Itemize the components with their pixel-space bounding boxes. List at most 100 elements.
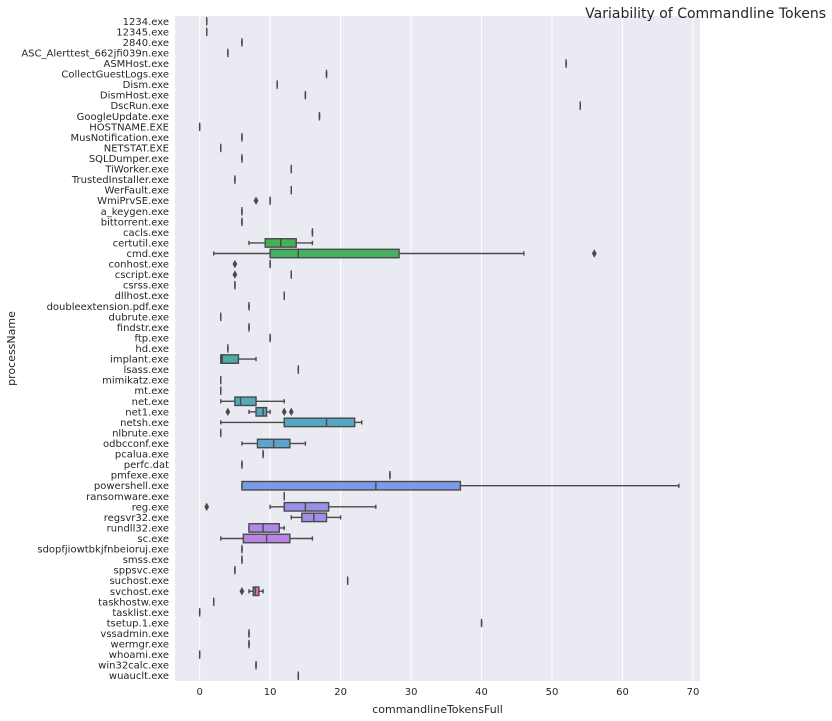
box-group — [248, 523, 285, 533]
y-tick-label: TrustedInstaller.exe — [71, 175, 169, 186]
box-iqr — [241, 480, 462, 491]
y-tick-label: powershell.exe — [94, 481, 169, 492]
y-tick-label: netsh.exe — [120, 418, 169, 429]
y-tick-label: vssadmin.exe — [100, 629, 169, 640]
y-tick-label: doubleextension.pdf.exe — [47, 302, 169, 313]
y-tick-label: whoami.exe — [109, 650, 169, 661]
y-tick-label: rundll32.exe — [107, 523, 169, 534]
y-tick-label: certutil.exe — [113, 238, 169, 249]
gridlines — [199, 16, 694, 681]
y-tick-label: suchost.exe — [109, 576, 169, 587]
y-tick-label: nlbrute.exe — [112, 428, 169, 439]
y-tick-label: Dism.exe — [123, 80, 169, 91]
y-tick-label: mt.exe — [134, 386, 169, 397]
y-tick-label: sc.exe — [137, 534, 169, 545]
y-tick-label: conhost.exe — [109, 260, 169, 271]
y-tick-label: tasklist.exe — [112, 608, 169, 619]
x-tick-labels: 0 10 20 30 40 50 60 70 — [196, 687, 699, 698]
box-iqr — [220, 354, 240, 364]
y-tick-label: odbcconf.exe — [103, 439, 169, 450]
box-group — [204, 501, 377, 512]
y-tick-label: svchost.exe — [110, 587, 169, 598]
y-tick-label: pmfexe.exe — [111, 471, 169, 482]
y-tick-label: hd.exe — [135, 344, 169, 355]
box-group — [290, 512, 342, 523]
x-tick-label: 10 — [264, 687, 277, 698]
box-iqr — [283, 501, 330, 512]
y-tick-label: ASMHost.exe — [103, 59, 169, 70]
boxes-layer — [198, 17, 680, 680]
y-tick-label: 1234.exe — [123, 17, 169, 28]
y-tick-label: DismHost.exe — [100, 91, 169, 102]
box-group — [241, 438, 307, 449]
x-axis-label: commandlineTokensFull — [372, 703, 503, 716]
y-tick-label: reg.exe — [132, 502, 169, 513]
outlier-point — [232, 270, 238, 279]
x-tick-label: 30 — [405, 687, 418, 698]
box-group — [232, 270, 292, 279]
outlier-point — [204, 502, 210, 512]
y-tick-label: perfc.dat — [124, 460, 169, 471]
y-tick-label: dubrute.exe — [109, 312, 169, 323]
box-group — [248, 238, 314, 248]
y-tick-labels: 1234.exe12345.exe2840.exeASC_Alerttest_6… — [21, 17, 169, 682]
box-group — [241, 480, 680, 491]
y-tick-label: WerFault.exe — [105, 186, 169, 197]
y-tick-label: ftp.exe — [134, 333, 169, 344]
y-tick-label: sppsvc.exe — [114, 566, 169, 577]
box-group — [220, 354, 257, 364]
y-tick-label: net.exe — [132, 397, 169, 408]
box-group — [239, 586, 264, 597]
box-group — [213, 248, 597, 259]
y-tick-label: TiWorker.exe — [104, 165, 169, 176]
y-tick-label: smss.exe — [123, 555, 169, 566]
box-iqr — [269, 248, 400, 259]
y-tick-label: taskhostw.exe — [98, 597, 169, 608]
box-group — [253, 196, 271, 205]
x-tick-label: 50 — [546, 687, 559, 698]
y-tick-label: cacls.exe — [123, 228, 169, 239]
y-tick-label: ASC_Alerttest_662jfi039n.exe — [21, 48, 169, 59]
x-tick-label: 0 — [196, 687, 202, 698]
y-tick-label: GoogleUpdate.exe — [77, 112, 169, 123]
outlier-point — [225, 407, 231, 417]
y-tick-label: implant.exe — [110, 355, 169, 366]
y-tick-label: DscRun.exe — [110, 101, 169, 112]
box-group — [225, 406, 294, 417]
box-iqr — [248, 523, 280, 533]
y-tick-label: SQLDumper.exe — [89, 154, 169, 165]
y-tick-label: sdopfjiowtbkjfnbeioruj.exe — [37, 545, 169, 556]
box-iqr — [283, 417, 356, 428]
y-tick-label: MusNotification.exe — [71, 133, 169, 144]
y-tick-label: regsvr32.exe — [104, 513, 169, 524]
box-iqr — [234, 396, 257, 407]
box-group — [232, 259, 271, 269]
box-iqr — [255, 406, 268, 417]
y-tick-label: net1.exe — [125, 407, 169, 418]
outlier-point — [232, 259, 238, 269]
y-tick-label: cmd.exe — [126, 249, 169, 260]
x-tick-label: 40 — [475, 687, 488, 698]
x-tick-label: 70 — [687, 687, 700, 698]
y-tick-label: bittorrent.exe — [101, 217, 169, 228]
y-tick-label: 2840.exe — [123, 38, 169, 49]
y-tick-label: lsass.exe — [124, 365, 169, 376]
y-tick-label: CollectGuestLogs.exe — [61, 70, 169, 81]
outlier-point — [239, 587, 245, 596]
chart-title: Variability of Commandline Tokens — [585, 6, 826, 22]
outlier-point — [281, 407, 287, 417]
outlier-point — [288, 407, 294, 417]
y-tick-label: wermgr.exe — [111, 640, 169, 651]
y-tick-label: findstr.exe — [117, 323, 169, 334]
y-tick-label: ransomware.exe — [86, 492, 169, 503]
box-group — [220, 396, 285, 407]
x-tick-label: 20 — [334, 687, 347, 698]
plot-area — [175, 16, 700, 681]
y-tick-label: tsetup.1.exe — [107, 618, 169, 629]
outlier-point — [591, 249, 597, 258]
y-tick-label: wuauclt.exe — [109, 671, 169, 682]
x-tick-label: 60 — [616, 687, 629, 698]
box-group — [220, 417, 363, 428]
box-group — [220, 533, 314, 544]
